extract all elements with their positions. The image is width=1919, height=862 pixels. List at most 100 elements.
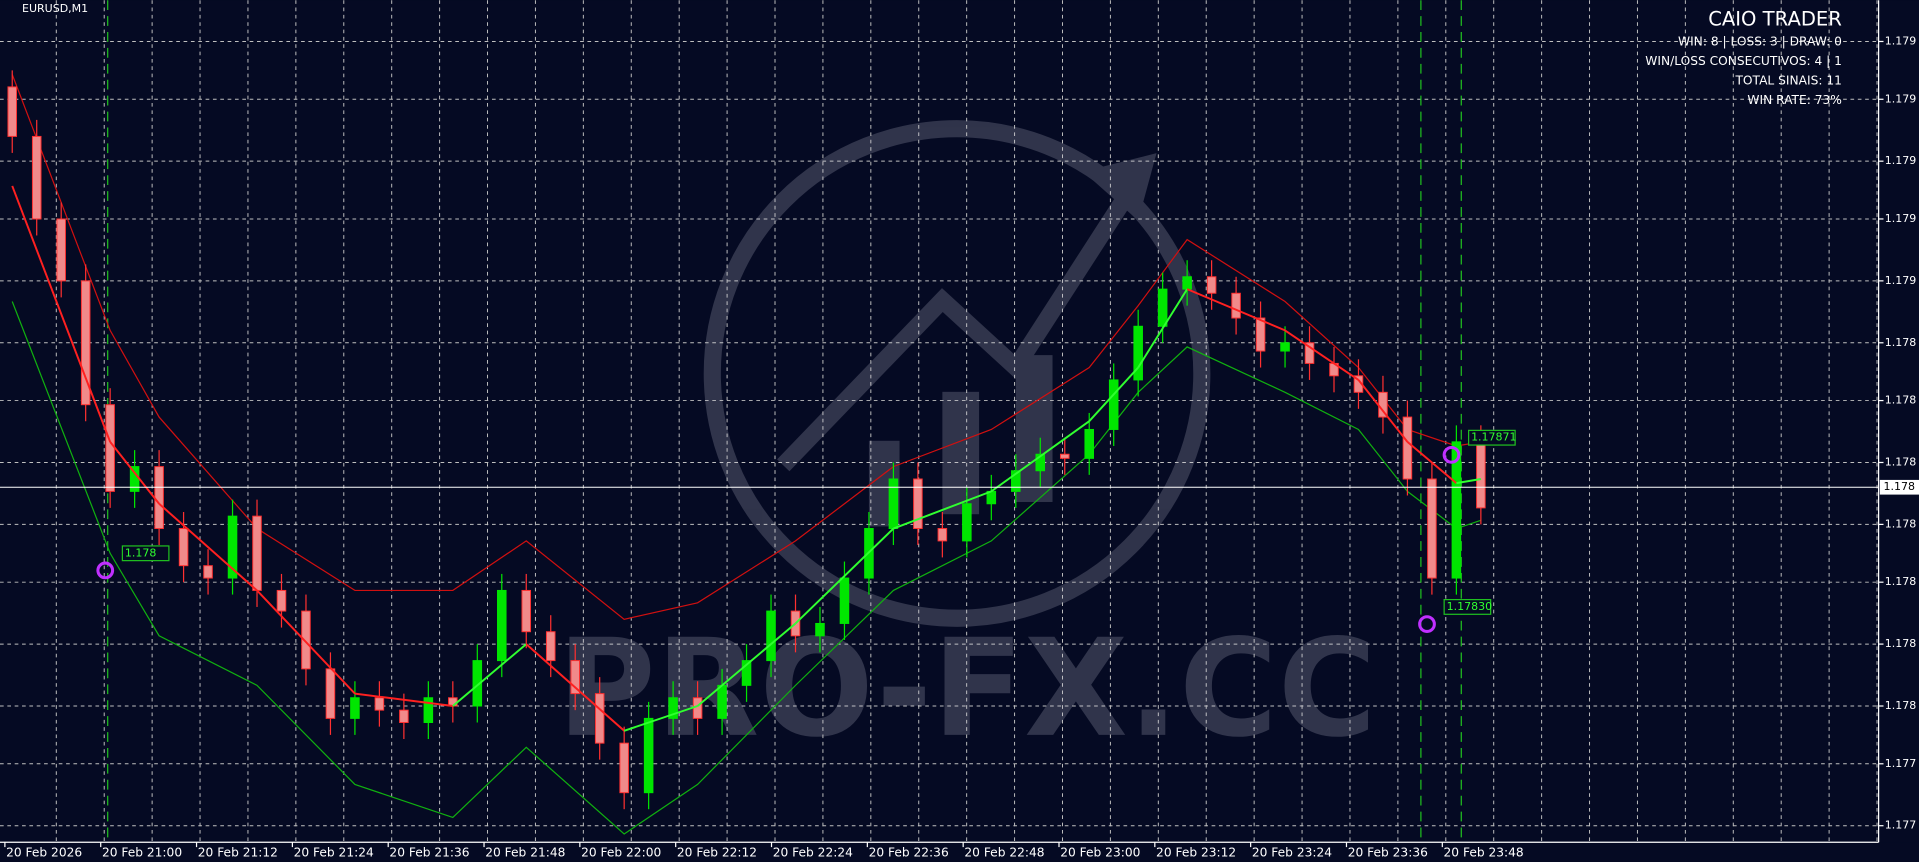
candle-body xyxy=(252,515,262,591)
symbol-label: EURUSD,M1 xyxy=(22,2,88,15)
x-tick-label: 20 Feb 22:00 xyxy=(581,846,661,860)
candle-body xyxy=(56,218,66,282)
x-tick-label: 20 Feb 21:48 xyxy=(485,846,565,860)
candle-body xyxy=(1402,416,1413,480)
middle-line xyxy=(11,185,112,443)
middle-line xyxy=(109,441,160,505)
candle-body xyxy=(643,717,654,794)
y-tick-label: 1.179 xyxy=(1885,212,1917,225)
middle-line xyxy=(794,527,895,625)
candle-body xyxy=(1084,428,1095,459)
middle-line xyxy=(525,643,625,732)
signal-marker xyxy=(96,561,115,580)
logo-candle xyxy=(1015,355,1053,502)
candle-body xyxy=(913,478,923,530)
candle-body xyxy=(1133,325,1143,381)
middle-line xyxy=(893,490,992,530)
panel-title: CAIO TRADER xyxy=(1708,7,1842,30)
candle-body xyxy=(570,660,580,695)
candle-body xyxy=(1255,317,1266,352)
current-price-label: 1.178 xyxy=(1884,480,1916,493)
candle-body xyxy=(1451,441,1462,579)
middle-line xyxy=(1406,441,1458,484)
signal-price-box xyxy=(1443,598,1492,615)
axes: 1.179 1.179 1.179 1.179 1.179 1.178 1.178 1.178… xyxy=(4,34,1919,860)
logo-candle xyxy=(942,391,980,515)
x-tick-label: 20 Feb 2026 xyxy=(6,846,82,860)
candle-body xyxy=(178,528,189,567)
y-tick-label: 1.178 xyxy=(1885,575,1917,588)
middle-line xyxy=(1186,288,1286,332)
candle-body xyxy=(1304,342,1315,364)
candle-body xyxy=(105,404,115,492)
middle-line xyxy=(1357,379,1409,443)
candle-body xyxy=(1476,441,1486,509)
candle-body xyxy=(1011,470,1021,492)
y-tick-label: 1.178 xyxy=(1885,699,1917,712)
y-tick-label: 1.177 xyxy=(1885,819,1917,832)
candle-body xyxy=(1206,276,1217,294)
candle-body xyxy=(472,660,483,707)
y-tick-label: 1.178 xyxy=(1885,394,1917,407)
candle-body xyxy=(1427,478,1437,579)
middle-line xyxy=(1456,478,1482,485)
x-tick-label: 20 Feb 22:36 xyxy=(869,846,949,860)
candle-body xyxy=(350,697,360,719)
candle-body xyxy=(766,610,776,662)
y-tick-label: 1.179 xyxy=(1885,34,1917,47)
price-axis xyxy=(1878,0,1919,862)
y-tick-label: 1.179 xyxy=(1885,274,1917,287)
middle-line xyxy=(623,705,698,732)
candle-body xyxy=(154,466,164,530)
candle-body xyxy=(325,668,336,719)
y-tick-label: 1.178 xyxy=(1885,336,1917,349)
candle-body xyxy=(1231,292,1241,319)
candle-body xyxy=(227,515,238,579)
middle-line xyxy=(256,589,356,695)
watermark-logo xyxy=(703,120,1211,627)
x-tick-label: 20 Feb 23:00 xyxy=(1060,846,1140,860)
candle-body xyxy=(423,697,434,724)
candle-body xyxy=(7,86,18,137)
x-tick-label: 20 Feb 23:48 xyxy=(1444,846,1524,860)
candle-body xyxy=(962,503,972,542)
signal-price-label: 1.17830 xyxy=(1447,600,1493,613)
plot: 1.178 1.17830 1.17871 xyxy=(0,70,1879,835)
signal-price-box xyxy=(1468,429,1516,446)
candle-body xyxy=(276,589,287,612)
candle-body xyxy=(594,693,605,744)
signal-price-label: 1.17871 xyxy=(1471,431,1517,444)
candle-body xyxy=(815,622,825,637)
x-tick-label: 20 Feb 23:24 xyxy=(1252,846,1332,860)
x-tick-label: 20 Feb 23:12 xyxy=(1156,846,1236,860)
y-tick-label: 1.177 xyxy=(1885,757,1917,770)
middle-line xyxy=(696,622,797,707)
watermark: PRO-FX.CC xyxy=(557,610,1377,767)
candle-body xyxy=(521,589,532,633)
middle-line xyxy=(354,692,453,707)
candle-body xyxy=(1157,288,1168,327)
x-tick-label: 20 Feb 21:12 xyxy=(198,846,278,860)
candle-body xyxy=(937,528,948,542)
candle-body xyxy=(31,135,42,220)
candle-body xyxy=(374,697,385,711)
x-tick-label: 20 Feb 22:12 xyxy=(677,846,757,860)
candle-body xyxy=(741,660,752,686)
candle-body xyxy=(301,610,311,670)
candle-body xyxy=(717,684,727,719)
signal-price-box xyxy=(121,545,170,562)
candle-body xyxy=(692,697,703,719)
candle-body xyxy=(1108,379,1119,430)
panel-line: WIN: 8 | LOSS: 3 | DRAW: 0 xyxy=(1678,34,1842,48)
x-tick-label: 20 Feb 21:00 xyxy=(102,846,182,860)
candle-body xyxy=(839,577,850,624)
logo-circle xyxy=(703,120,1211,627)
y-tick-label: 1.178 xyxy=(1885,637,1917,650)
signal-price-label: 1.178 xyxy=(125,546,157,559)
y-tick-label: 1.178 xyxy=(1885,455,1917,468)
middle-line xyxy=(1284,329,1360,381)
x-tick-label: 20 Feb 22:24 xyxy=(773,846,853,860)
